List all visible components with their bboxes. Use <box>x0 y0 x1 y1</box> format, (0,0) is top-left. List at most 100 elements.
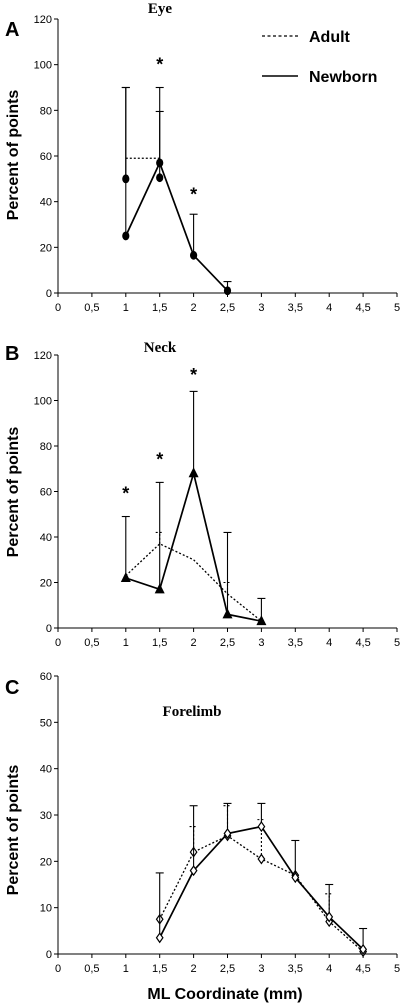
series-newborn <box>120 390 267 626</box>
x-tick-label: 1 <box>123 637 129 649</box>
panel-title: Eye <box>148 1 173 17</box>
data-point <box>359 943 368 955</box>
panel-title: Neck <box>144 340 177 356</box>
data-point <box>257 853 266 865</box>
y-tick-label: 30 <box>40 810 52 822</box>
x-tick-label: 5 <box>394 302 400 314</box>
x-tick-label: 5 <box>394 637 400 649</box>
x-tick-label: 0,5 <box>84 963 99 975</box>
data-point <box>189 865 198 877</box>
data-point <box>188 467 199 478</box>
x-tick-label: 2 <box>191 302 197 314</box>
panel-letter: C <box>5 677 19 699</box>
x-tick-label: 1 <box>123 302 129 314</box>
data-point <box>256 615 267 626</box>
y-tick-label: 0 <box>46 288 52 300</box>
x-tick-label: 2 <box>191 637 197 649</box>
x-tick-label: 3 <box>258 963 264 975</box>
data-point <box>223 286 232 296</box>
y-tick-label: 40 <box>40 764 52 776</box>
x-tick-label: 4,5 <box>355 637 370 649</box>
panel-letter: A <box>5 19 19 41</box>
panel-eye: A Eye Percent of points 0204060801001200… <box>5 1 400 314</box>
x-tick-label: 5 <box>394 963 400 975</box>
significance-star: * <box>156 54 163 74</box>
y-tick-label: 20 <box>40 578 52 590</box>
legend-newborn-label: Newborn <box>309 69 377 86</box>
x-tick-label: 1,5 <box>152 302 167 314</box>
y-axis-label: Percent of points <box>5 90 22 221</box>
x-tick-label: 3,5 <box>288 302 303 314</box>
data-point <box>222 608 233 619</box>
significance-star: * <box>156 449 163 469</box>
y-axis-label: Percent of points <box>5 765 22 896</box>
y-tick-label: 120 <box>34 350 52 362</box>
x-tick-label: 4 <box>326 963 332 975</box>
x-tick-label: 3,5 <box>288 637 303 649</box>
legend-adult-label: Adult <box>309 29 351 46</box>
x-tick-label: 3 <box>258 637 264 649</box>
y-tick-label: 40 <box>40 197 52 209</box>
y-tick-label: 60 <box>40 487 52 499</box>
x-tick-label: 4,5 <box>355 963 370 975</box>
y-tick-label: 60 <box>40 671 52 683</box>
x-tick-label: 3 <box>258 302 264 314</box>
series-line <box>125 469 262 623</box>
series-line <box>158 825 364 950</box>
panel-forelimb: C Forelimb Percent of points 01020304050… <box>5 671 400 975</box>
y-tick-label: 40 <box>40 532 52 544</box>
y-tick-label: 20 <box>40 242 52 254</box>
y-tick-label: 100 <box>34 60 52 72</box>
x-tick-label: 0,5 <box>84 302 99 314</box>
y-tick-label: 120 <box>34 14 52 26</box>
x-tick-label: 1 <box>123 963 129 975</box>
y-tick-label: 80 <box>40 105 52 117</box>
x-axis-label: ML Coordinate (mm) <box>147 986 302 1003</box>
x-tick-label: 2 <box>191 963 197 975</box>
panel-title: Forelimb <box>163 704 222 720</box>
x-tick-label: 0 <box>55 637 61 649</box>
data-point <box>155 932 164 944</box>
data-point <box>120 571 131 582</box>
series-line <box>125 160 229 292</box>
x-tick-label: 0 <box>55 302 61 314</box>
data-point <box>154 583 165 594</box>
legend: Adult Newborn <box>262 29 377 86</box>
data-point <box>325 911 334 923</box>
x-tick-label: 4 <box>326 302 332 314</box>
data-point <box>156 173 164 183</box>
x-tick-label: 2,5 <box>220 302 235 314</box>
x-tick-label: 0 <box>55 963 61 975</box>
series-newborn <box>121 86 232 296</box>
y-tick-label: 0 <box>46 623 52 635</box>
data-point <box>223 827 232 840</box>
x-tick-label: 1,5 <box>152 963 167 975</box>
series-adult <box>125 531 262 622</box>
x-tick-label: 1,5 <box>152 637 167 649</box>
x-tick-label: 4,5 <box>355 302 370 314</box>
data-point <box>291 872 300 884</box>
significance-star: * <box>122 484 129 504</box>
panel-neck: B Neck Percent of points 020406080100120… <box>5 340 400 649</box>
series-newborn <box>155 802 368 955</box>
series-extra <box>121 86 164 184</box>
panel-letter: B <box>5 343 19 365</box>
y-tick-label: 50 <box>40 717 52 729</box>
data-point <box>122 231 130 241</box>
data-point <box>190 250 198 260</box>
y-tick-label: 80 <box>40 441 52 453</box>
x-tick-label: 2,5 <box>220 963 235 975</box>
x-tick-label: 4 <box>326 637 332 649</box>
series-line <box>125 543 262 622</box>
y-tick-label: 20 <box>40 856 52 868</box>
y-tick-label: 100 <box>34 396 52 408</box>
significance-star: * <box>190 185 197 205</box>
y-tick-label: 10 <box>40 903 52 915</box>
x-tick-label: 2,5 <box>220 637 235 649</box>
y-axis-label: Percent of points <box>5 427 22 558</box>
y-tick-label: 60 <box>40 151 52 163</box>
y-tick-label: 0 <box>46 949 52 961</box>
data-point <box>257 821 266 833</box>
x-tick-label: 3,5 <box>288 963 303 975</box>
